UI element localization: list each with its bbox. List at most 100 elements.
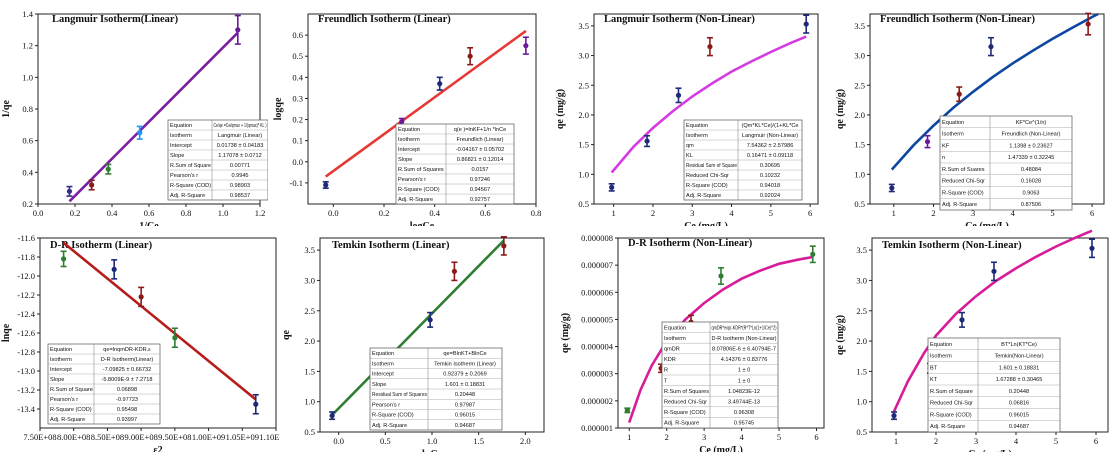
point-marker (235, 27, 241, 33)
y-axis-label: qe (281, 329, 292, 340)
stats-table-key: Equation (398, 127, 420, 133)
stats-table-key: Slope (372, 382, 386, 388)
stats-table-key: Adj. R-Square (398, 197, 433, 203)
y-tick-label: 1.4 (22, 9, 33, 19)
x-tick-label: 3 (690, 208, 694, 218)
fit-line (68, 31, 239, 203)
data-point (322, 181, 329, 189)
stats-table-value: 0.92757 (470, 197, 490, 203)
stats-table-key: Intercept (170, 143, 192, 149)
chart-title: D-R Isotherm (Linear) (50, 240, 153, 251)
x-tick-label: 0.5 (380, 436, 391, 446)
y-tick-label: 0.3 (292, 93, 303, 103)
stats-table-key: Equation (372, 351, 394, 357)
stats-table-key: Intercept (50, 367, 72, 373)
y-tick-label: 0.000005 (581, 314, 613, 324)
chart-title: Temkin Isotherm (Non-Linear) (882, 240, 1022, 251)
y-tick-label: -0.1 (290, 178, 303, 188)
point-marker (111, 266, 117, 272)
y-axis-label: qe (mg/g) (560, 313, 571, 353)
data-point (329, 411, 336, 421)
data-point (252, 393, 259, 415)
stats-table-value: qmDR*exp(-KDR*(R*T*Ln(1+1/Ce)^2) (712, 325, 777, 331)
point-marker (427, 317, 433, 323)
point-marker (810, 251, 816, 257)
x-tick-label: 1 (894, 436, 898, 446)
x-tick-label: 5 (1050, 208, 1054, 218)
y-tick-label: 1.5 (304, 366, 315, 376)
x-tick-label: 0.6 (480, 208, 491, 218)
point-marker (956, 91, 962, 97)
stats-table-value: -0.97723 (116, 397, 138, 403)
stats-table-key: n (942, 155, 945, 161)
x-tick-label: 4 (739, 432, 744, 442)
y-tick-label: 2.0 (854, 110, 865, 120)
stats-table-value: 0.0157 (471, 167, 488, 173)
y-tick-label: -12.2 (17, 290, 35, 300)
data-point (171, 327, 178, 349)
stats-table-value: Freundlich (Non-Linear) (1001, 132, 1060, 138)
chart-title: D-R Isotherm (Non-Linear) (628, 238, 753, 249)
point-marker (329, 413, 335, 419)
stats-table-value: 0.96308 (734, 410, 754, 416)
fit-line (610, 35, 807, 174)
x-tick-label: 5 (1054, 436, 1058, 446)
stats-table-value: 0.95498 (117, 407, 137, 413)
y-tick-label: 0.6 (22, 136, 33, 146)
stats-table-value: 0.20448 (455, 392, 475, 398)
stats-table-value: 0.96015 (1009, 412, 1029, 418)
y-tick-label: 0.000003 (581, 369, 613, 379)
stats-table-value: 0.01738 ± 0.04183 (217, 143, 264, 149)
y-tick-label: 0.5 (856, 427, 867, 437)
stats-table-key: Slope (50, 377, 64, 383)
stats-table-key: Residual Sum of Squares (372, 392, 427, 398)
stats-table-key: Isotherm (398, 137, 420, 143)
x-tick-label: 7.50E+08 (23, 432, 56, 442)
stats-table-key: R-Square (COD) (372, 413, 414, 419)
stats-table-value: 0.20448 (1009, 389, 1029, 395)
y-tick-label: 0.2 (22, 199, 33, 209)
stats-table-value: -5.8009E-9 ± 7.2718 (102, 377, 153, 383)
chart-langmuir-linear: 0.0 0.2 0.4 0.6 0.8 1.0 1.2 0.2 0.4 0.6 0.8 1.0 1.2 1… (0, 0, 269, 232)
chart-svg: 0.00.51.01.52.00.51.01.52.02.53.03.5lnCe… (281, 235, 545, 457)
point-marker (138, 294, 144, 300)
stats-table-key: Adj. R-Square (942, 202, 977, 208)
stats-table-value: qe=lnqmDR-KDR.ε (103, 347, 151, 353)
stats-table-value: 0.98537 (230, 193, 250, 199)
point-marker (501, 243, 507, 249)
point-marker (988, 44, 994, 50)
point-marker (61, 256, 67, 262)
stats-table-value: 0.06898 (117, 387, 137, 393)
data-point (803, 14, 810, 34)
x-tick-label: 4 (1014, 436, 1019, 446)
x-tick-label: 1 (892, 208, 896, 218)
y-tick-label: -13.2 (17, 385, 35, 395)
point-marker (105, 166, 111, 172)
x-tick-label: 0.4 (429, 208, 440, 218)
point-marker (437, 81, 443, 87)
stats-table-value: 0.10232 (760, 173, 780, 179)
data-point (888, 183, 895, 193)
x-tick-label: 2 (651, 208, 655, 218)
stats-table-value: Freundlich (Linear) (457, 137, 504, 143)
x-tick-label: 1.10E+09 (259, 432, 280, 442)
stats-table-key: Residual Sum of Square (686, 163, 737, 169)
y-axis-label: qe (mg/g) (835, 315, 846, 355)
stats-table-value: 0.9945 (231, 173, 248, 179)
x-tick-label: 1.2 (255, 208, 266, 218)
y-tick-label: 0.5 (854, 199, 865, 209)
stats-table-value: 1.47339 ± 0.32245 (1008, 155, 1055, 161)
stats-table-value: 4.14376 ± 0.83776 (721, 357, 768, 363)
stats-table-key: Slope (170, 153, 184, 159)
y-tick-label: 0.000006 (581, 287, 613, 297)
stats-table-key: Adj. R-Square (664, 421, 699, 427)
stats-table-key: Adj. R-Square (50, 417, 85, 423)
stats-table-key: R-Square (COD) (686, 183, 728, 189)
data-point (234, 14, 241, 45)
point-marker (924, 139, 931, 145)
data-point (111, 259, 118, 280)
